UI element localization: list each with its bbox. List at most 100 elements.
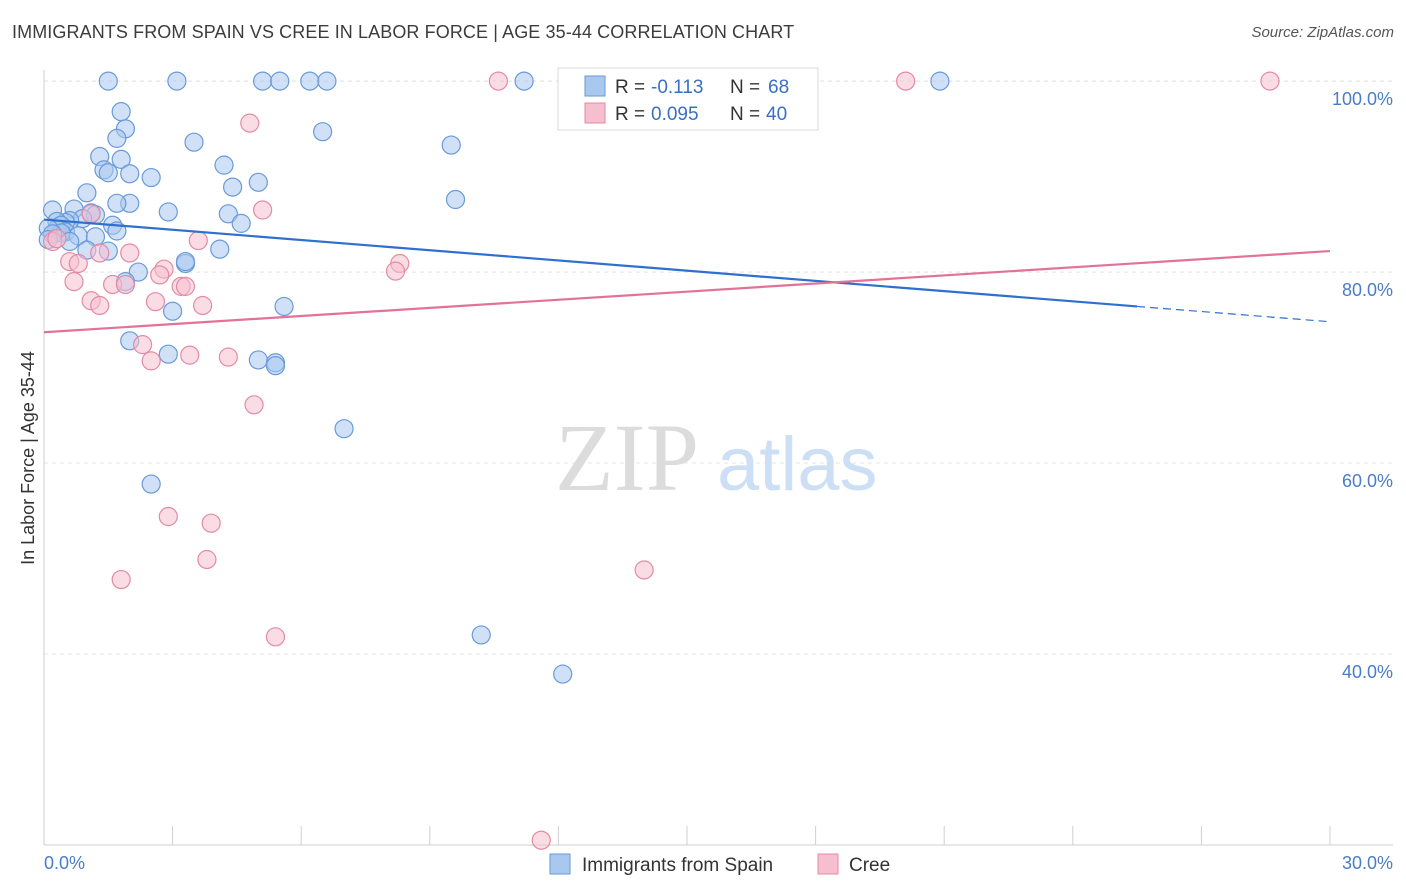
point-s0-60 xyxy=(158,344,178,364)
legend-r-value-1: -0.113 xyxy=(651,77,703,98)
point-s0-64 xyxy=(334,419,354,439)
point-s0-8 xyxy=(111,102,131,122)
watermark-atlas: atlas xyxy=(717,422,878,507)
point-s0-21 xyxy=(223,177,243,197)
legend-r-value-2: 0.095 xyxy=(651,104,699,125)
legend-r-label-1: R = xyxy=(615,77,645,98)
trend-extension-s0 xyxy=(1137,305,1331,323)
point-s0-12 xyxy=(441,135,461,155)
legend-n-value-2: 40 xyxy=(766,104,787,125)
legend: R = -0.113 N = 68 R = 0.095 N = 40 xyxy=(557,67,819,131)
y-tick-label-100: 100.0% xyxy=(1332,89,1393,109)
point-s1-17 xyxy=(64,272,84,292)
point-s0-22 xyxy=(248,172,268,192)
point-s0-1 xyxy=(167,71,187,91)
point-s1-23 xyxy=(90,295,110,316)
legend-swatch-cree xyxy=(584,102,606,124)
point-s1-6 xyxy=(488,71,508,91)
point-s1-9 xyxy=(90,243,110,263)
legend-r-label-2: R = xyxy=(615,104,645,125)
point-s1-29 xyxy=(141,351,161,371)
point-s0-15 xyxy=(111,149,131,169)
point-s0-28 xyxy=(218,204,238,224)
legend-n-label-1: N = xyxy=(730,77,760,98)
point-s1-8 xyxy=(1260,71,1280,91)
y-tick-labels: 40.0% 60.0% 80.0% 100.0% xyxy=(1332,89,1393,682)
point-s1-7 xyxy=(896,71,916,91)
point-s0-13 xyxy=(313,122,333,142)
point-s0-0 xyxy=(98,71,118,91)
point-s0-2 xyxy=(253,71,273,91)
x-tick-label-min: 0.0% xyxy=(44,853,85,873)
x-tick-label-max: 30.0% xyxy=(1342,853,1393,873)
point-s1-35 xyxy=(634,560,654,580)
point-s0-66 xyxy=(471,625,491,645)
point-s1-24 xyxy=(145,292,166,312)
point-s0-54 xyxy=(175,251,196,272)
legend-n-label-2: N = xyxy=(730,104,760,125)
chart-title: IMMIGRANTS FROM SPAIN VS CREE IN LABOR F… xyxy=(12,22,795,42)
trend-line-s1 xyxy=(43,249,1331,334)
bottom-legend-swatch-cree xyxy=(817,853,839,875)
point-s0-55 xyxy=(128,262,148,282)
point-s0-51 xyxy=(210,239,230,259)
point-s1-12 xyxy=(68,253,88,274)
point-s0-23 xyxy=(77,183,97,203)
point-s0-58 xyxy=(163,301,183,321)
point-s1-1 xyxy=(47,229,67,249)
point-s0-57 xyxy=(274,296,294,317)
point-s0-6 xyxy=(514,71,534,91)
point-s0-29 xyxy=(231,213,251,233)
point-s1-33 xyxy=(197,549,217,570)
point-s1-19 xyxy=(115,274,136,295)
bottom-legend-label-spain: Immigrants from Spain xyxy=(582,855,773,876)
point-s0-4 xyxy=(300,71,320,91)
y-tick-label-60: 60.0% xyxy=(1342,471,1393,491)
chart-source: Source: ZipAtlas.com xyxy=(1251,24,1394,41)
point-s0-7 xyxy=(930,71,950,91)
point-s0-24 xyxy=(445,189,466,210)
point-s0-27 xyxy=(158,202,178,222)
point-s1-32 xyxy=(201,513,221,533)
bottom-legend-label-cree: Cree xyxy=(849,855,890,876)
trend-line-s0 xyxy=(43,218,1138,308)
point-s1-31 xyxy=(158,506,178,527)
point-s1-27 xyxy=(180,345,200,365)
point-s1-30 xyxy=(244,395,264,415)
point-s0-10 xyxy=(107,128,127,148)
point-s1-14 xyxy=(385,261,406,281)
point-s1-28 xyxy=(218,347,238,367)
grid-lines xyxy=(44,80,1393,655)
y-axis-title: In Labor Force | Age 35-44 xyxy=(18,351,38,565)
point-s0-18 xyxy=(98,163,118,183)
point-s0-5 xyxy=(317,71,337,91)
watermark: ZIP atlas xyxy=(555,404,878,511)
y-tick-label-40: 40.0% xyxy=(1342,662,1393,682)
point-s1-34 xyxy=(111,569,131,590)
point-s1-4 xyxy=(253,200,273,220)
bottom-legend: Immigrants from Spain Cree xyxy=(549,853,890,876)
legend-n-value-1: 68 xyxy=(768,77,789,98)
bottom-legend-swatch-spain xyxy=(549,853,571,875)
point-s0-61 xyxy=(248,350,268,370)
point-s1-26 xyxy=(132,335,153,355)
point-s0-3 xyxy=(270,71,290,91)
point-s1-37 xyxy=(531,830,551,850)
point-s0-16 xyxy=(214,155,234,175)
point-s0-63 xyxy=(265,356,286,376)
point-s0-65 xyxy=(141,474,161,494)
point-s0-11 xyxy=(184,132,204,152)
y-tick-label-80: 80.0% xyxy=(1342,280,1393,300)
watermark-zip: ZIP xyxy=(555,404,699,511)
point-s0-20 xyxy=(141,167,161,188)
point-s0-67 xyxy=(553,664,573,684)
trend-lines xyxy=(43,218,1331,334)
point-s1-36 xyxy=(265,627,286,647)
point-s1-5 xyxy=(188,230,208,251)
point-s1-10 xyxy=(120,243,140,263)
legend-swatch-spain xyxy=(584,75,606,97)
point-s1-21 xyxy=(175,276,196,296)
point-s0-26 xyxy=(107,193,127,213)
point-s1-25 xyxy=(193,295,213,316)
